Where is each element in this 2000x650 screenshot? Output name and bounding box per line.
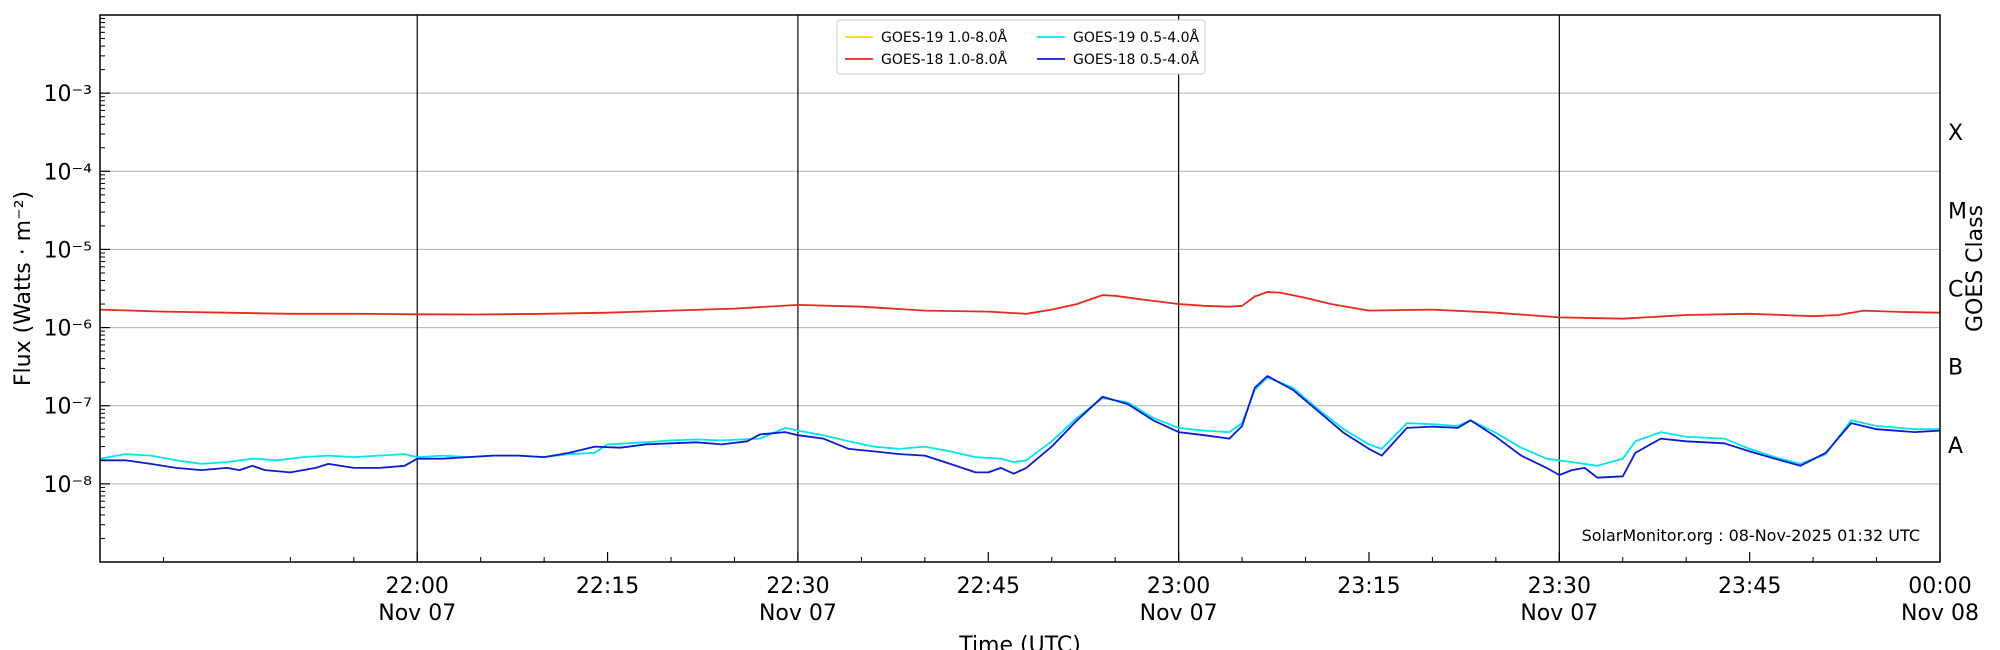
goes-class-label: M [1948, 199, 1967, 224]
y-tick-label: 10⁻⁶ [44, 317, 93, 342]
x-tick-label-time: 22:30 [766, 574, 829, 599]
x-tick-label-date: Nov 08 [1901, 601, 1979, 626]
goes-class-axis-title: GOES Class [1963, 205, 1988, 332]
legend-entry: GOES-19 1.0-8.0Å [881, 29, 1007, 46]
x-tick-label-date: Nov 07 [1520, 601, 1598, 626]
axis-ticks [99, 18, 1941, 562]
x-tick-label-time: 22:15 [576, 574, 639, 599]
x-tick-label-time: 23:00 [1147, 574, 1210, 599]
x-tick-label-date: Nov 07 [378, 601, 456, 626]
y-tick-label: 10⁻⁸ [44, 473, 93, 498]
goes-class-labels: X M C B A [1948, 121, 1967, 459]
source-credit: SolarMonitor.org : 08-Nov-2025 01:32 UTC [1582, 526, 1920, 545]
series-line-1 [99, 291, 1941, 320]
x-tick-label-time: 23:15 [1337, 574, 1400, 599]
legend-entry: GOES-18 1.0-8.0Å [881, 51, 1007, 68]
legend-entry: GOES-19 0.5-4.0Å [1073, 29, 1199, 46]
y-tick-labels: 10⁻⁸ 10⁻⁷ 10⁻⁶ 10⁻⁵ 10⁻⁴ 10⁻³ [44, 82, 93, 498]
series-line-3 [100, 375, 1941, 479]
goes-class-label: X [1948, 121, 1963, 146]
x-tick-label-time: 22:45 [957, 574, 1020, 599]
y-tick-label: 10⁻⁵ [44, 238, 92, 263]
x-tick-label-time: 23:30 [1528, 574, 1591, 599]
x-axis-title: Time (UTC) [958, 633, 1081, 650]
x-tick-label-date: Nov 07 [1140, 601, 1218, 626]
x-tick-label-time: 23:45 [1718, 574, 1781, 599]
day-marker-lines [416, 15, 1560, 562]
y-tick-label: 10⁻³ [44, 82, 92, 107]
y-axis-title: Flux (Watts · m⁻²) [11, 191, 36, 386]
x-tick-label-time: 22:00 [386, 574, 449, 599]
goes-class-label: A [1948, 434, 1963, 459]
goes-class-label: C [1948, 278, 1963, 303]
y-tick-label: 10⁻⁴ [44, 160, 93, 185]
x-tick-label-time: 00:00 [1908, 574, 1971, 599]
grid-lines [100, 92, 1940, 485]
plot-frame [99, 14, 1941, 563]
legend: GOES-19 1.0-8.0Å GOES-18 1.0-8.0Å GOES-19 … [836, 19, 1206, 75]
x-tick-label-date: Nov 07 [759, 601, 837, 626]
series-line-2 [99, 376, 1940, 467]
legend-entry: GOES-18 0.5-4.0Å [1073, 51, 1199, 68]
goes-class-label: B [1948, 356, 1963, 381]
legend-box [836, 19, 1206, 75]
data-series [99, 291, 1941, 479]
y-tick-label: 10⁻⁷ [44, 395, 92, 420]
